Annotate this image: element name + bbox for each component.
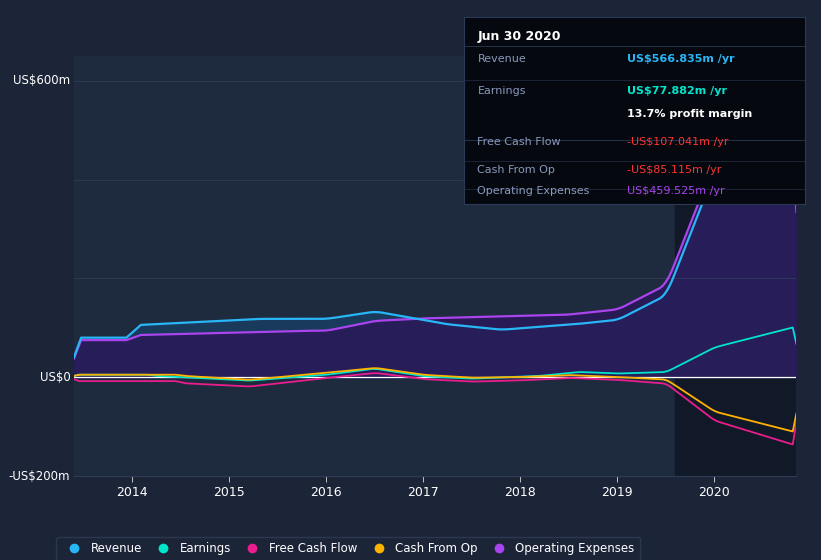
Bar xyxy=(675,56,816,476)
Text: -US$85.115m /yr: -US$85.115m /yr xyxy=(627,165,722,175)
Text: Jun 30 2020: Jun 30 2020 xyxy=(478,30,561,43)
Text: US$600m: US$600m xyxy=(13,74,71,87)
Text: Free Cash Flow: Free Cash Flow xyxy=(478,137,561,147)
Text: US$459.525m /yr: US$459.525m /yr xyxy=(627,186,725,195)
Text: US$77.882m /yr: US$77.882m /yr xyxy=(627,86,727,96)
Text: US$566.835m /yr: US$566.835m /yr xyxy=(627,54,735,64)
Text: -US$107.041m /yr: -US$107.041m /yr xyxy=(627,137,729,147)
Legend: Revenue, Earnings, Free Cash Flow, Cash From Op, Operating Expenses: Revenue, Earnings, Free Cash Flow, Cash … xyxy=(57,536,640,560)
Text: Operating Expenses: Operating Expenses xyxy=(478,186,589,195)
Text: -US$200m: -US$200m xyxy=(9,469,71,483)
Text: 13.7% profit margin: 13.7% profit margin xyxy=(627,109,753,119)
Text: Revenue: Revenue xyxy=(478,54,526,64)
Text: Earnings: Earnings xyxy=(478,86,526,96)
Text: US$0: US$0 xyxy=(39,371,71,384)
Text: Cash From Op: Cash From Op xyxy=(478,165,555,175)
